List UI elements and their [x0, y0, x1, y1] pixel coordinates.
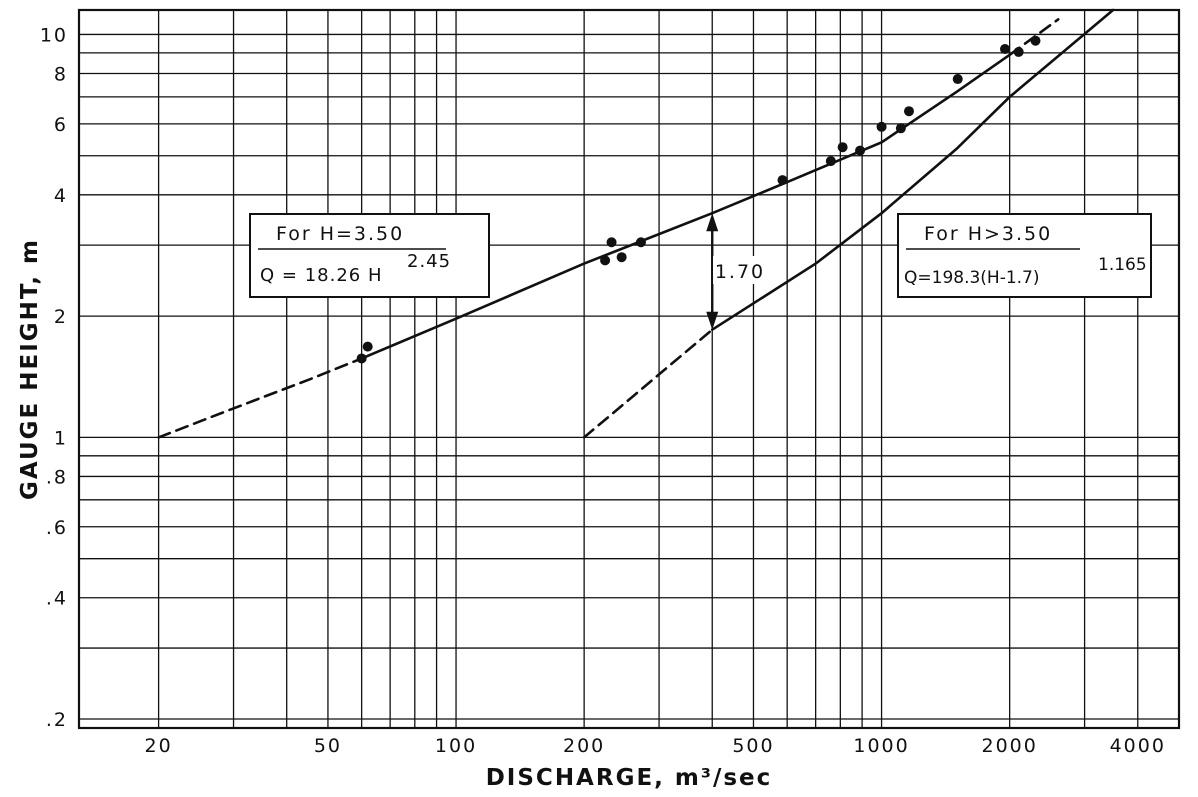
offset-label-bg: [713, 256, 767, 284]
offset-label: 1.70: [715, 261, 765, 283]
y-tick-label: 1: [54, 427, 68, 449]
equation-box-left: For H=3.50 Q = 18.26 H 2.45: [249, 213, 490, 298]
y-tick-label: .2: [46, 709, 68, 731]
data-point: [600, 255, 611, 266]
data-point: [616, 252, 627, 263]
y-tick-label: 2: [54, 306, 68, 328]
equation-right-exponent: 1.165: [1098, 255, 1147, 275]
data-point: [876, 121, 887, 132]
x-tick-label: 100: [435, 735, 477, 757]
data-point: [777, 175, 788, 186]
data-point: [635, 237, 646, 248]
y-tick-label: 8: [54, 64, 68, 86]
x-tick-label: 4000: [1110, 735, 1166, 757]
data-point: [895, 123, 906, 134]
rating-curve: [710, 8, 1115, 331]
equation-left-title: For H=3.50: [276, 223, 404, 245]
data-point: [903, 106, 914, 117]
data-point: [362, 341, 373, 352]
x-tick-label: 200: [563, 735, 605, 757]
x-tick-labels: 20 50 100 200 500 1000 2000 4000: [145, 735, 1166, 757]
offset-arrow-head-top: [706, 213, 719, 232]
grid: [79, 10, 1179, 728]
equation-box-left-frame: [249, 213, 490, 298]
observed-points: [356, 35, 1041, 364]
y-tick-label: .8: [46, 466, 68, 488]
equation-right-formula: Q=198.3(H-1.7): [904, 268, 1040, 288]
equation-left-formula: Q = 18.26 H: [260, 265, 382, 286]
offset-annotation: 1.70: [706, 213, 767, 330]
x-axis-title: DISCHARGE, m³/sec: [486, 765, 773, 791]
x-tick-label: 500: [732, 735, 774, 757]
x-tick-label: 2000: [981, 735, 1037, 757]
x-tick-label: 50: [314, 735, 342, 757]
offset-arrow-head-bottom: [706, 311, 719, 330]
y-tick-label: 6: [54, 114, 68, 136]
y-tick-label: 4: [54, 185, 68, 207]
rating-curve: [157, 357, 363, 439]
data-point: [356, 353, 367, 364]
y-tick-labels: .2 .4 .6 .8 1 2 4 6 8 10: [40, 24, 68, 731]
y-axis-title: GAUGE HEIGHT, m: [17, 238, 43, 500]
x-tick-label: 20: [145, 735, 173, 757]
data-point: [606, 237, 617, 248]
data-point: [1030, 35, 1041, 46]
plot-frame: [77, 8, 1181, 730]
equation-right-title: For H>3.50: [924, 223, 1052, 245]
y-tick-label: .6: [46, 517, 68, 539]
rating-curve: [360, 53, 1011, 360]
x-tick-label: 1000: [853, 735, 909, 757]
data-point: [952, 74, 963, 85]
y-tick-label: .4: [46, 588, 68, 610]
data-point: [1013, 46, 1024, 57]
fitted-curves: [157, 8, 1115, 439]
equation-box-right-frame: [897, 213, 1152, 298]
rating-curve: [582, 328, 714, 439]
data-point: [855, 145, 866, 156]
equation-box-right: For H>3.50 Q=198.3(H-1.7) 1.165: [897, 213, 1152, 298]
data-point: [999, 44, 1010, 55]
y-tick-label: 10: [40, 24, 68, 46]
data-point: [825, 156, 836, 167]
equation-left-exponent: 2.45: [407, 251, 451, 272]
data-point: [837, 142, 848, 153]
